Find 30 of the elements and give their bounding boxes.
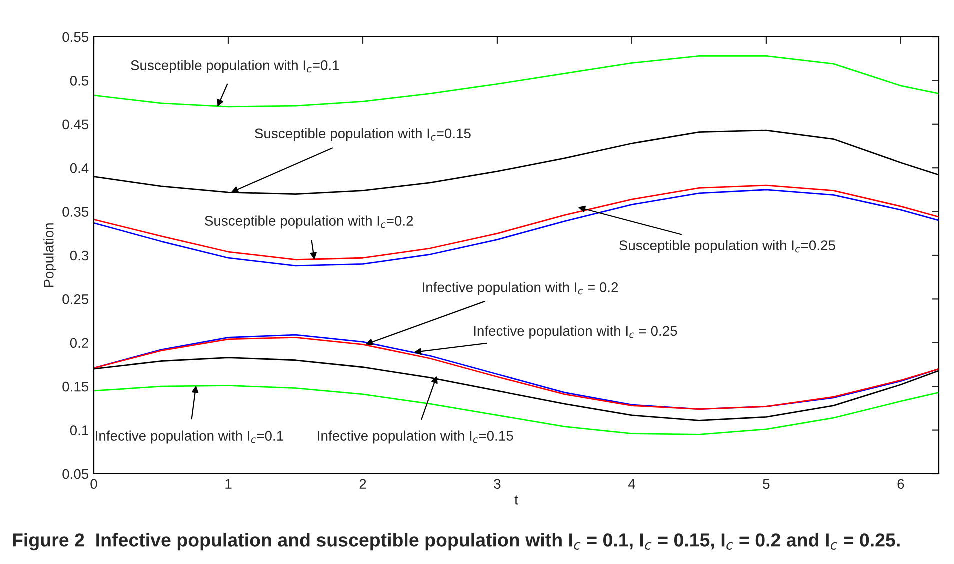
annotation: Infective population with I$_{c}$=0.15 [318, 430, 514, 444]
y-tick-label: 0.4 [70, 163, 89, 174]
y-tick-label: 0.45 [62, 120, 89, 130]
y-tick-label: 0.35 [62, 207, 89, 217]
annotation: Susceptible population with I$_{c}$=0.2 [205, 216, 414, 229]
text: Figure 2 Infective population and susceptible population with I$_{c}$ = 0.1, I$_{c}$ = 0.15, I$_{c}$ = 0.2 and I$_{c}$ = 0.25. [13, 533, 900, 551]
x-axis-title: t [514, 496, 518, 505]
y-axis-title: Population [44, 224, 57, 288]
y-tick-label: 0.25 [62, 294, 89, 304]
x-tick-label: 4 [628, 479, 636, 489]
y-tick-label: 0.15 [62, 382, 89, 392]
y-tick-label: 0.2 [70, 338, 88, 348]
annotation: Infective population with I$_{c}$ = 0.25 [474, 326, 678, 339]
y-tick-label: 0.5 [70, 76, 89, 86]
x-tick-label: 5 [763, 479, 770, 490]
x-tick-label: 0 [90, 479, 98, 490]
y-tick-label: 0.55 [62, 32, 89, 42]
annotation: Infective population with I$_{c}$=0.1 [96, 430, 284, 444]
x-tick-label: 6 [898, 479, 904, 490]
x-tick-label: 1 [226, 479, 232, 489]
annotation: Infective population with I$_{c}$ = 0.2 [423, 282, 618, 296]
annotation: Susceptible population with I$_{c}$=0.1 [131, 60, 340, 74]
y-tick-label: 0.3 [70, 250, 89, 261]
y-tick-label: 0.1 [70, 426, 88, 436]
annotation: Susceptible population with I$_{c}$=0.25 [620, 240, 836, 254]
y-tick-label: 0.05 [62, 469, 89, 480]
annotation: Susceptible population with I$_{c}$=0.15 [255, 128, 471, 142]
x-tick-label: 3 [494, 479, 501, 490]
x-tick-label: 2 [360, 479, 366, 489]
line-series [94, 56, 939, 108]
